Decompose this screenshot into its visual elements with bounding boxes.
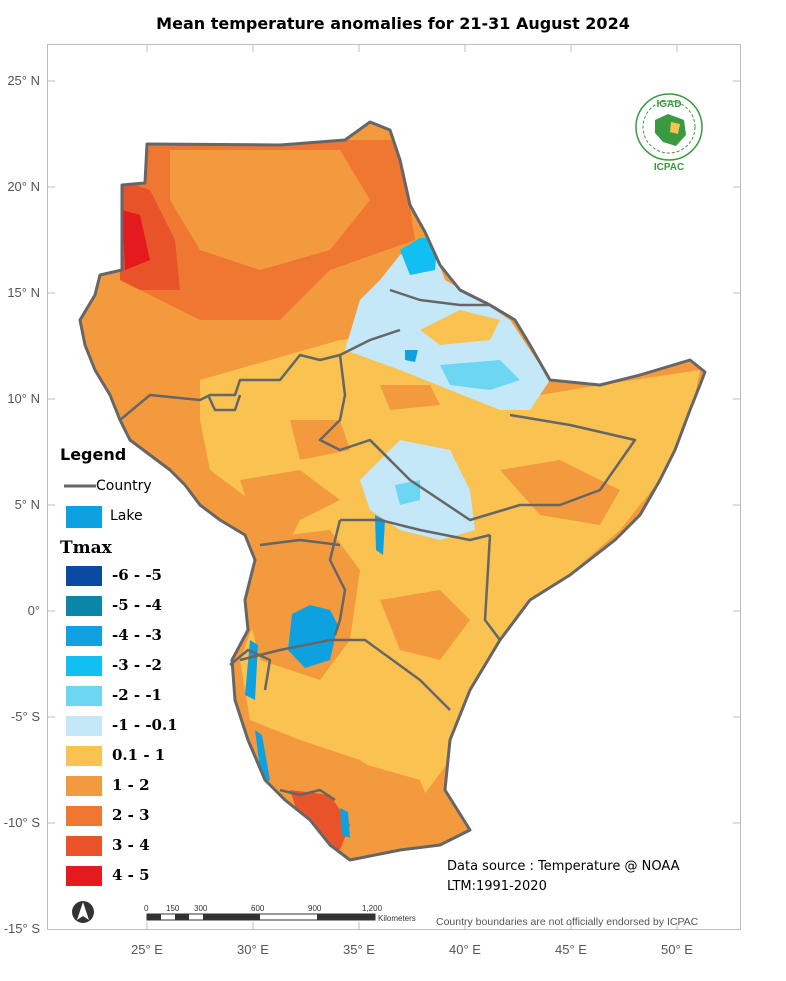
- legend-class-label: 1 - 2: [112, 776, 150, 794]
- legend-swatch: [66, 626, 102, 646]
- ltm-text: LTM:1991-2020: [447, 879, 547, 894]
- legend-swatch: [66, 746, 102, 766]
- legend-class-label: -6 - -5: [112, 566, 162, 584]
- legend-class-label: -3 - -2: [112, 656, 162, 674]
- scale-label: 150: [166, 904, 180, 913]
- legend-class-label: -1 - -0.1: [112, 716, 178, 734]
- logo-bottom-text: ICPAC: [653, 162, 685, 173]
- legend-swatch: [66, 806, 102, 826]
- lon-label: 45° E: [555, 942, 587, 957]
- icpac-logo: [635, 93, 703, 161]
- legend-class-label: 2 - 3: [112, 806, 150, 824]
- scale-unit: Kilometers: [378, 914, 416, 923]
- lat-label: 5° N: [14, 497, 40, 512]
- legend-title: Legend: [60, 445, 127, 464]
- country-legend-label: Country: [96, 478, 152, 494]
- disclaimer: Country boundaries are not officially en…: [436, 916, 699, 928]
- lon-label: 40° E: [449, 942, 481, 957]
- tmax-title: Tmax: [60, 538, 112, 558]
- scale-label: 600: [251, 904, 265, 913]
- lat-label: -10° S: [3, 815, 40, 830]
- legend-swatch: [66, 656, 102, 676]
- lat-label: -5° S: [10, 709, 40, 724]
- legend-class-label: -4 - -3: [112, 626, 162, 644]
- legend-swatch: [66, 686, 102, 706]
- scale-label: 300: [194, 904, 208, 913]
- logo-top-text: IGAD: [656, 99, 682, 110]
- lon-label: 50° E: [661, 942, 693, 957]
- lat-label: -15° S: [3, 921, 40, 936]
- north-arrow: [72, 901, 94, 923]
- legend-swatch: [66, 596, 102, 616]
- scale-label: 1,200: [362, 904, 383, 913]
- scale-label: 0: [144, 904, 149, 913]
- legend-swatch: [66, 566, 102, 586]
- legend-class-label: -2 - -1: [112, 686, 162, 704]
- scale-bar: [146, 913, 376, 921]
- legend-swatch: [66, 776, 102, 796]
- lat-label: 0°: [27, 603, 40, 618]
- lon-label: 30° E: [237, 942, 269, 957]
- map-title: Mean temperature anomalies for 21-31 Aug…: [156, 14, 630, 33]
- lat-label: 25° N: [7, 73, 40, 88]
- lake-legend-swatch: [66, 506, 102, 528]
- lake-legend-label: Lake: [110, 508, 143, 524]
- legend-class-label: 4 - 5: [112, 866, 150, 884]
- legend-swatch: [66, 836, 102, 856]
- lon-label: 25° E: [131, 942, 163, 957]
- lat-label: 15° N: [7, 285, 40, 300]
- lat-label: 20° N: [7, 179, 40, 194]
- country-boundaries: [78, 120, 707, 862]
- data-source: Data source : Temperature @ NOAA LTM:199…: [447, 857, 679, 897]
- data-source-text: Data source : Temperature @ NOAA: [447, 859, 680, 874]
- legend-class-label: -5 - -4: [112, 596, 162, 614]
- legend-swatch: [66, 866, 102, 886]
- legend-class-label: 3 - 4: [112, 836, 150, 854]
- scale-label: 900: [308, 904, 322, 913]
- lat-label: 10° N: [7, 391, 40, 406]
- legend-class-label: 0.1 - 1: [112, 746, 166, 764]
- map-frame: [47, 44, 741, 930]
- legend-swatch: [66, 716, 102, 736]
- lon-label: 35° E: [343, 942, 375, 957]
